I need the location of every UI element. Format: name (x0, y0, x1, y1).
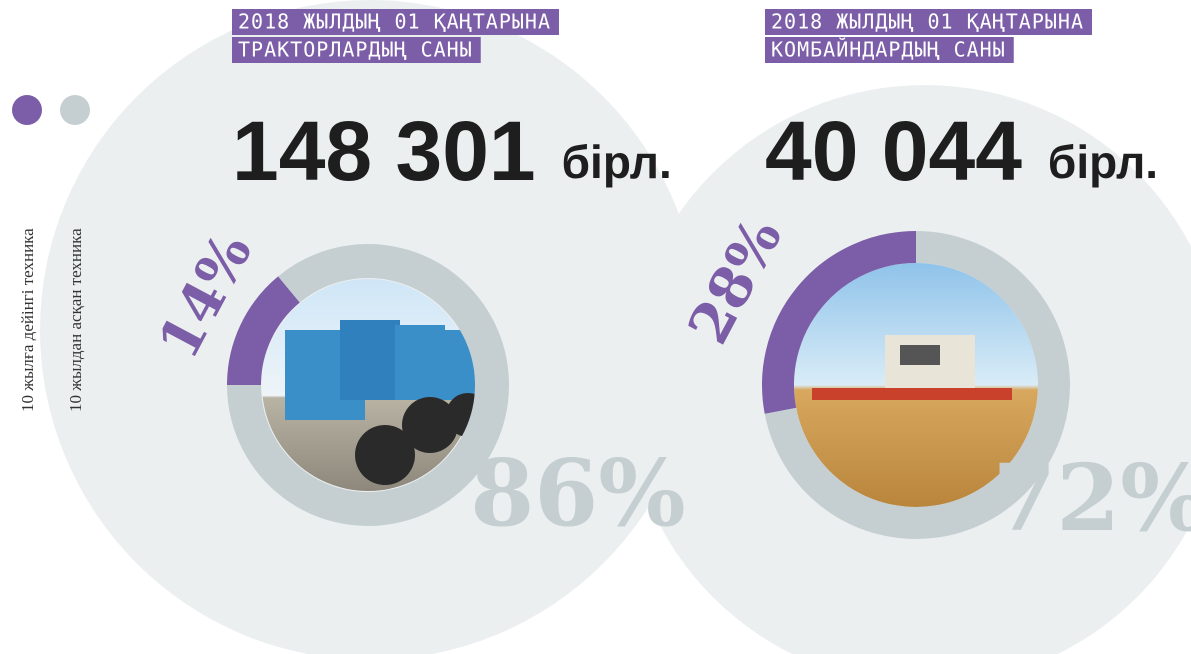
chart-title: КОМБАЙНДАРДЫҢ САНЫ (771, 38, 1006, 62)
total-value: 40 044 (765, 104, 1022, 198)
chart-title: ТРАКТОРЛАРДЫҢ САНЫ (238, 38, 473, 62)
legend-label: 10 жылға дейінгі техника (18, 228, 37, 412)
value-label: 86% (470, 439, 685, 547)
total-unit: бірл. (1048, 136, 1158, 188)
infographic: 2018 ЖЫЛДЫҢ 01 ҚАҢТАРЫНА ТРАКТОРЛАРДЫҢ СА… (0, 0, 1191, 654)
chart-title: 2018 ЖЫЛДЫҢ 01 ҚАҢТАРЫНА (771, 10, 1084, 34)
chart-title: 2018 ЖЫЛДЫҢ 01 ҚАҢТАРЫНА (238, 10, 551, 34)
value-label: 72% (992, 444, 1191, 552)
legend-swatch (12, 95, 42, 125)
total-value: 148 301 (232, 104, 536, 198)
total-unit: бірл. (562, 136, 672, 188)
legend-label: 10 жылдан асқан техника (66, 228, 85, 412)
legend-swatch (60, 95, 90, 125)
